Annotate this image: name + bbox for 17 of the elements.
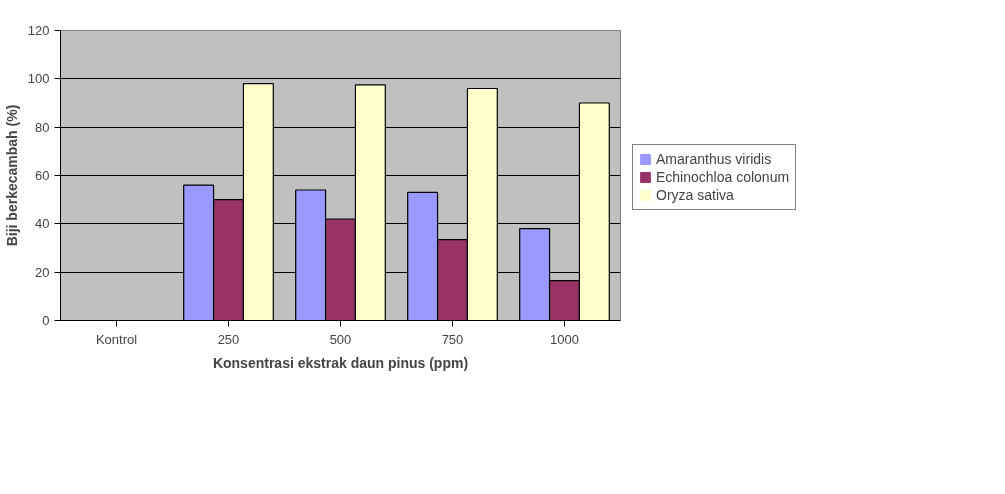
- x-axis-title: Konsentrasi ekstrak daun pinus (ppm): [212, 354, 469, 371]
- legend-label: Oryza sativa: [656, 187, 734, 203]
- y-tick-label: 40: [35, 216, 50, 232]
- y-tick-label: 120: [27, 23, 50, 38]
- y-tick-label: 60: [35, 168, 50, 183]
- x-tick-label: 500: [329, 331, 352, 347]
- y-tick-label: 80: [35, 119, 50, 135]
- x-tick-label: Kontrol: [95, 331, 138, 347]
- x-tick-label: 750: [441, 331, 464, 347]
- legend-label: Echinochloa colonum: [656, 169, 790, 185]
- x-tick-label: 250: [217, 331, 240, 347]
- legend-label: Amaranthus viridis: [656, 151, 772, 167]
- y-axis-title: Biji berkecambah (%): [3, 104, 20, 247]
- y-tick-label: 100: [27, 71, 50, 87]
- y-tick-label: 0: [42, 313, 50, 328]
- x-tick-label: 1000: [550, 331, 579, 347]
- y-tick-label: 20: [35, 264, 50, 280]
